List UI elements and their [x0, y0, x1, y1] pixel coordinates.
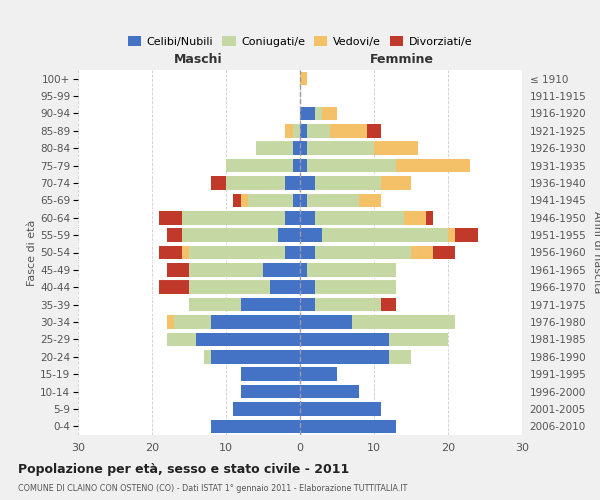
Bar	[278, 228, 300, 242]
Bar	[315, 176, 382, 190]
Bar	[307, 142, 374, 155]
Bar	[389, 332, 448, 346]
Bar	[241, 385, 300, 398]
Bar	[367, 124, 382, 138]
Bar	[167, 228, 182, 242]
Bar	[167, 263, 189, 276]
Bar	[300, 280, 315, 294]
Y-axis label: Fasce di età: Fasce di età	[28, 220, 37, 286]
Bar	[300, 350, 389, 364]
Bar	[189, 298, 241, 312]
Bar	[307, 194, 359, 207]
Bar	[241, 194, 248, 207]
Text: COMUNE DI CLAINO CON OSTENO (CO) - Dati ISTAT 1° gennaio 2011 - Elaborazione TUT: COMUNE DI CLAINO CON OSTENO (CO) - Dati …	[18, 484, 407, 493]
Bar	[433, 246, 455, 260]
Bar	[285, 176, 300, 190]
Bar	[315, 106, 322, 120]
Bar	[300, 124, 307, 138]
Bar	[285, 246, 300, 260]
Bar	[204, 350, 211, 364]
Bar	[300, 298, 315, 312]
Bar	[307, 124, 329, 138]
Bar	[293, 124, 300, 138]
Bar	[189, 246, 285, 260]
Bar	[300, 228, 322, 242]
Bar	[352, 315, 455, 329]
Bar	[160, 246, 182, 260]
Bar	[300, 402, 382, 415]
Bar	[293, 142, 300, 155]
Text: Femmine: Femmine	[370, 54, 434, 66]
Bar	[455, 228, 478, 242]
Bar	[374, 142, 418, 155]
Bar	[233, 402, 300, 415]
Bar	[300, 315, 352, 329]
Bar	[315, 246, 411, 260]
Bar	[248, 194, 293, 207]
Legend: Celibi/Nubili, Coniugati/e, Vedovi/e, Divorziati/e: Celibi/Nubili, Coniugati/e, Vedovi/e, Di…	[124, 32, 476, 52]
Bar	[189, 280, 271, 294]
Bar	[329, 124, 367, 138]
Bar	[211, 420, 300, 433]
Bar	[411, 246, 433, 260]
Bar	[226, 176, 285, 190]
Bar	[211, 176, 226, 190]
Bar	[160, 211, 182, 224]
Bar	[182, 228, 278, 242]
Bar	[300, 420, 396, 433]
Bar	[426, 211, 433, 224]
Bar	[285, 124, 293, 138]
Bar	[315, 211, 404, 224]
Bar	[300, 385, 359, 398]
Bar	[359, 194, 382, 207]
Bar	[160, 280, 189, 294]
Bar	[315, 280, 396, 294]
Bar	[189, 263, 263, 276]
Bar	[211, 315, 300, 329]
Bar	[382, 298, 396, 312]
Bar	[448, 228, 455, 242]
Bar	[300, 159, 307, 172]
Bar	[322, 106, 337, 120]
Bar	[174, 315, 211, 329]
Bar	[300, 106, 315, 120]
Bar	[293, 194, 300, 207]
Y-axis label: Anni di nascita: Anni di nascita	[592, 211, 600, 294]
Bar	[300, 263, 307, 276]
Bar	[300, 194, 307, 207]
Bar	[404, 211, 426, 224]
Bar	[300, 72, 307, 86]
Bar	[300, 142, 307, 155]
Bar	[241, 298, 300, 312]
Bar	[211, 350, 300, 364]
Bar	[167, 332, 196, 346]
Bar	[241, 368, 300, 381]
Bar	[382, 176, 411, 190]
Bar	[182, 246, 189, 260]
Bar	[285, 211, 300, 224]
Bar	[263, 263, 300, 276]
Bar	[293, 159, 300, 172]
Bar	[396, 159, 470, 172]
Bar	[389, 350, 411, 364]
Bar	[196, 332, 300, 346]
Bar	[300, 368, 337, 381]
Bar	[256, 142, 293, 155]
Bar	[300, 211, 315, 224]
Text: Maschi: Maschi	[173, 54, 222, 66]
Bar	[307, 159, 396, 172]
Bar	[182, 211, 285, 224]
Bar	[271, 280, 300, 294]
Bar	[233, 194, 241, 207]
Bar	[307, 263, 396, 276]
Bar	[167, 315, 174, 329]
Bar	[226, 159, 293, 172]
Text: Popolazione per età, sesso e stato civile - 2011: Popolazione per età, sesso e stato civil…	[18, 462, 349, 475]
Bar	[315, 298, 382, 312]
Bar	[300, 332, 389, 346]
Bar	[300, 176, 315, 190]
Bar	[300, 246, 315, 260]
Bar	[322, 228, 448, 242]
